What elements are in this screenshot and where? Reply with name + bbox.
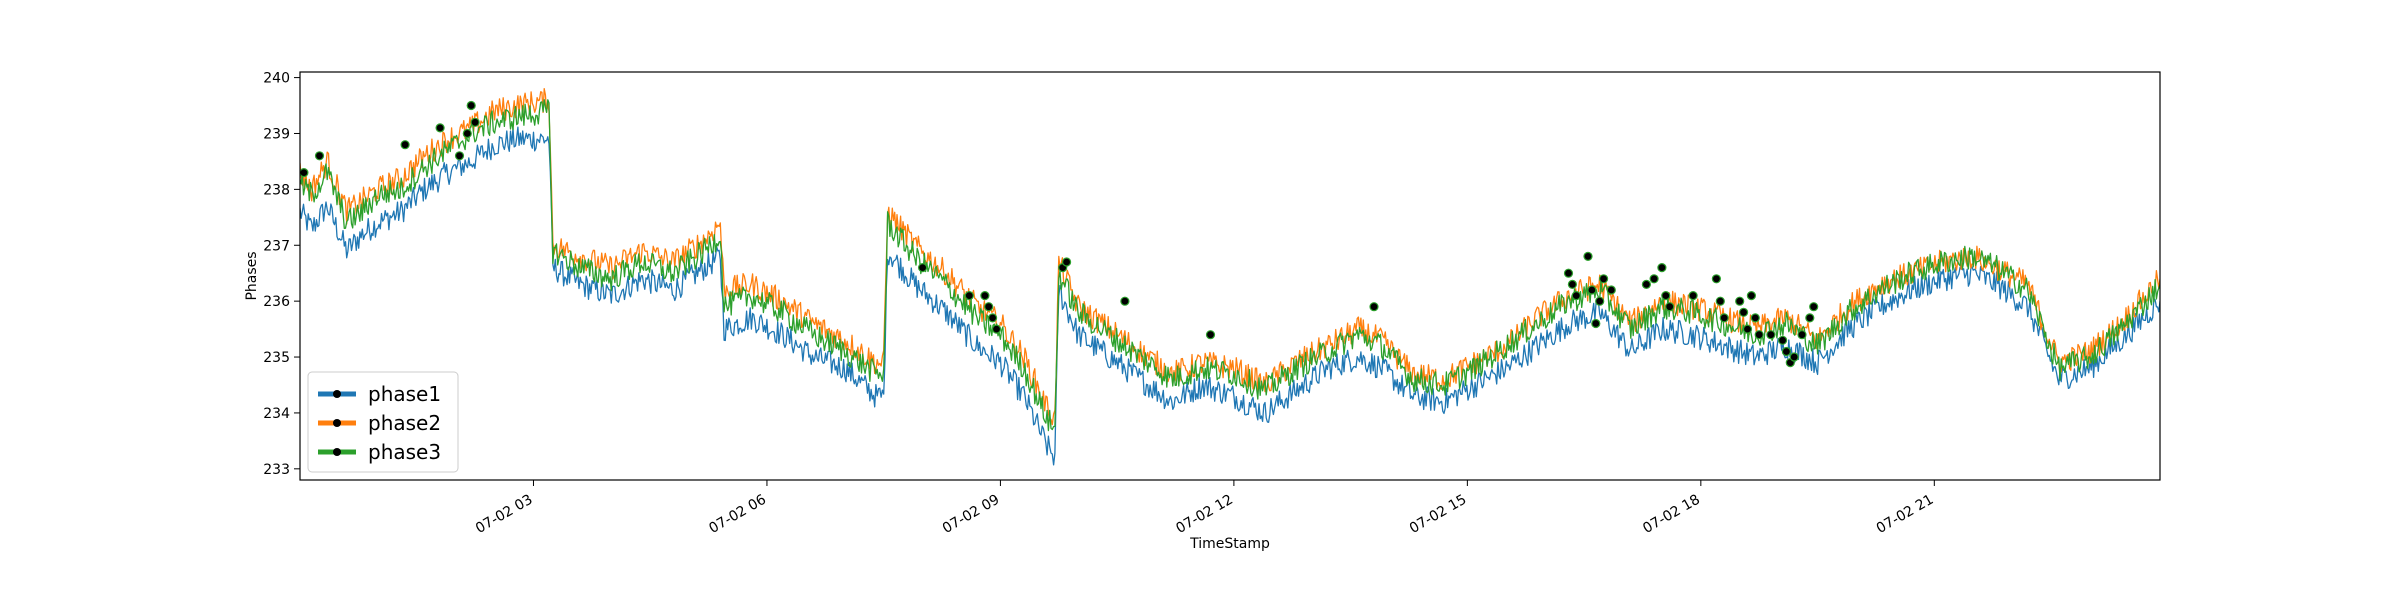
marker-point [1742,324,1753,334]
marker-point [1750,313,1760,323]
y-tick-label: 234 [263,406,290,422]
marker-point [984,302,994,312]
marker-point [1754,330,1764,340]
x-axis-title: TimeStamp [1189,536,1270,552]
y-axis: 233 234 235 236 237 238 239 240 [263,71,300,478]
marker-point [1715,296,1725,306]
series-line-phase3 [300,98,2160,432]
marker-point [1563,268,1574,278]
x-tick-label: 07-02 03 [473,492,536,537]
marker-point [1766,330,1776,340]
marker-point [1738,307,1749,317]
marker-point [1735,296,1745,306]
marker-point [1205,330,1216,340]
marker-point [300,168,309,178]
marker-point [1598,274,1609,284]
y-tick-label: 240 [263,71,290,87]
marker-point [1797,330,1807,340]
marker-point [1711,274,1722,284]
legend-marker-phase1 [333,390,341,398]
marker-point [1587,285,1597,295]
marker-point [400,140,410,150]
legend-box [307,371,459,473]
x-tick-label: 07-02 18 [1640,492,1703,537]
x-tick-label: 07-02 12 [1173,492,1236,537]
marker-point [964,291,974,301]
marker-layer [300,100,1819,368]
legend-marker-phase2 [333,419,341,427]
y-tick-label: 236 [263,294,290,310]
marker-point [1649,274,1659,284]
marker-point [1369,302,1379,312]
marker-point [1809,302,1819,312]
marker-point [470,117,480,127]
marker-point [435,123,445,133]
marker-point [1665,302,1675,312]
marker-point [1061,257,1072,267]
marker-point [466,100,476,111]
marker-point [1805,313,1815,323]
marker-point [991,324,1002,334]
y-tick-label: 239 [263,126,290,142]
marker-point [454,151,465,161]
marker-point [1777,335,1788,345]
marker-point [1571,291,1581,301]
marker-point [980,291,990,301]
marker-point [1789,352,1799,362]
x-tick-label: 07-02 06 [706,492,769,537]
marker-point [1657,263,1667,273]
marker-point [1120,296,1130,306]
marker-point [1719,313,1729,323]
marker-point [1606,285,1616,295]
marker-point [917,263,928,273]
marker-point [1567,279,1578,289]
marker-point [1746,291,1757,301]
y-axis-title: Phases [244,251,260,300]
series-layer [300,87,2160,466]
y-tick-label: 233 [263,462,290,478]
marker-point [314,151,325,161]
marker-point [1595,296,1605,306]
legend-label-phase1: phase1 [368,382,441,406]
y-tick-label: 238 [263,182,290,198]
plot-background [300,72,2160,480]
y-tick-label: 237 [263,238,290,254]
marker-point [987,313,998,323]
x-tick-label: 07-02 09 [940,492,1003,537]
legend-label-phase3: phase3 [368,440,441,464]
marker-point [1583,251,1593,261]
marker-point [1688,291,1698,301]
marker-point [1661,291,1671,301]
legend-label-phase2: phase2 [368,411,441,435]
plot-frame [299,71,2161,481]
y-tick-label: 235 [263,350,290,366]
marker-point [462,128,472,139]
x-tick-label: 07-02 21 [1874,492,1937,537]
x-axis: 07-02 03 07-02 06 07-02 09 07-02 12 07-02 15… [473,480,1936,537]
legend: phase1 phase2 phase3 [307,371,459,473]
x-tick-label: 07-02 15 [1407,492,1470,537]
series-line-phase1 [300,126,2160,466]
marker-point [1641,279,1652,289]
marker-point [1591,318,1601,329]
legend-marker-phase3 [333,448,341,456]
marker-point [1781,346,1792,357]
